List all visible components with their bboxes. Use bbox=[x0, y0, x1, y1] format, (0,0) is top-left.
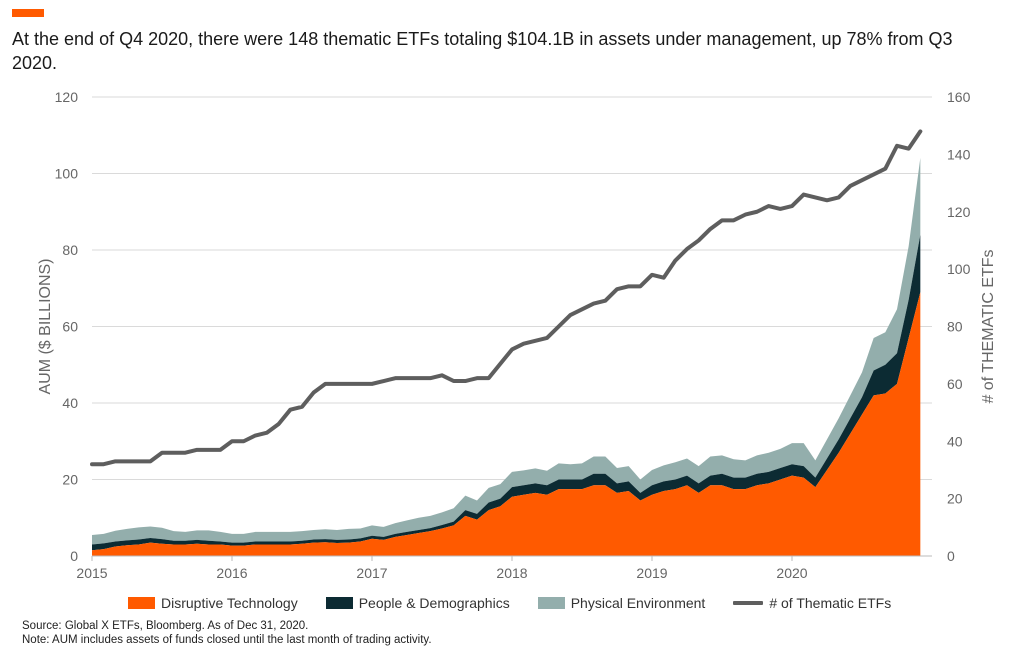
x-tick-label-2017: 2017 bbox=[356, 565, 387, 581]
y-tick-label-120: 120 bbox=[55, 89, 79, 105]
legend-label-disruptive: Disruptive Technology bbox=[161, 595, 298, 611]
area-disruptive-technology bbox=[92, 292, 921, 556]
y2-tick-label-160: 160 bbox=[947, 89, 971, 105]
legend-item-people-demographics: People & Demographics bbox=[325, 595, 510, 611]
legend-swatch-people bbox=[325, 597, 353, 609]
legend: Disruptive Technology People & Demograph… bbox=[128, 594, 919, 612]
y2-tick-label-80: 80 bbox=[947, 319, 963, 335]
y-tick-label-100: 100 bbox=[55, 166, 79, 182]
legend-item-disruptive-technology: Disruptive Technology bbox=[128, 595, 298, 611]
y2-tick-label-120: 120 bbox=[947, 204, 971, 220]
y2-tick-label-100: 100 bbox=[947, 261, 971, 277]
source-note: Source: Global X ETFs, Bloomberg. As of … bbox=[22, 620, 309, 632]
y2-tick-label-140: 140 bbox=[947, 146, 971, 162]
x-tick-label-2019: 2019 bbox=[636, 565, 667, 581]
legend-label-people: People & Demographics bbox=[358, 595, 510, 611]
y-tick-label-80: 80 bbox=[62, 242, 78, 258]
y2-tick-label-20: 20 bbox=[947, 491, 963, 507]
aum-note: Note: AUM includes assets of funds close… bbox=[22, 634, 432, 646]
headline: At the end of Q4 2020, there were 148 th… bbox=[12, 29, 953, 73]
x-tick-label-2020: 2020 bbox=[776, 565, 807, 581]
legend-swatch-physical bbox=[537, 597, 565, 609]
y-tick-label-60: 60 bbox=[62, 319, 78, 335]
legend-line-etf-count bbox=[733, 601, 764, 605]
y-axis-title: AUM ($ BILLIONS) bbox=[37, 258, 54, 394]
y2-tick-label-0: 0 bbox=[947, 548, 955, 564]
y2-tick-label-60: 60 bbox=[947, 376, 963, 392]
accent-bar bbox=[12, 9, 44, 17]
x-tick-label-2015: 2015 bbox=[76, 565, 107, 581]
x-tick-label-2016: 2016 bbox=[216, 565, 247, 581]
legend-label-physical: Physical Environment bbox=[570, 595, 706, 611]
legend-label-etf-count: # of Thematic ETFs bbox=[769, 595, 892, 611]
x-tick-label-2018: 2018 bbox=[496, 565, 527, 581]
legend-item-etf-count: # of Thematic ETFs bbox=[733, 595, 891, 611]
y2-tick-label-40: 40 bbox=[947, 433, 963, 449]
legend-swatch-disruptive bbox=[128, 597, 155, 609]
y-tick-label-40: 40 bbox=[62, 395, 78, 411]
footnotes: Source: Global X ETFs, Bloomberg. As of … bbox=[22, 619, 432, 647]
y-tick-label-20: 20 bbox=[62, 472, 78, 488]
y-tick-label-0: 0 bbox=[70, 548, 78, 564]
legend-item-physical-environment: Physical Environment bbox=[537, 595, 706, 611]
y2-axis-title: # of THEMATIC ETFs bbox=[980, 249, 997, 403]
line-thematic-etf-count bbox=[90, 129, 923, 467]
